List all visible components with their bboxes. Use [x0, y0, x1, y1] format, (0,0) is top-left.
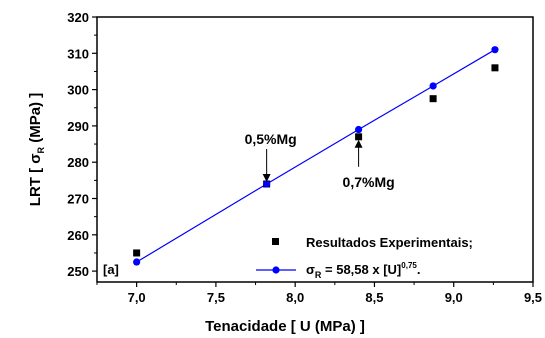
y-tick-label: 250 [67, 264, 89, 279]
fit-subscript: R [315, 270, 322, 280]
x-tick-label: 9,5 [524, 290, 542, 305]
x-tick-label: 7,0 [128, 290, 146, 305]
y-tick-label: 300 [67, 83, 89, 98]
fit-point [355, 125, 363, 134]
y-label-prefix: LRT [ [27, 164, 44, 207]
ticks-layer: 7,0 7,5 8,0 8,5 9,0 9,5 250 260 270 280 290 300 310 3… [67, 10, 542, 305]
annotation-label: 0,7%Mg [343, 174, 395, 190]
annotation-label: 0,5%Mg [245, 131, 297, 147]
x-axis-label: Tenacidade [ U (MPa) ] [205, 318, 365, 335]
experimental-point [133, 249, 141, 257]
fit-point [429, 82, 437, 90]
y-label-subscript: R [36, 146, 46, 153]
fit-point [133, 258, 141, 266]
legend: Resultados Experimentais; σR = 58,58 x [… [256, 235, 473, 280]
x-tick-label: 8,5 [365, 290, 383, 305]
fit-point [263, 180, 271, 188]
y-tick-label: 310 [67, 46, 89, 61]
panel-label: [a] [103, 262, 119, 277]
y-axis-label: LRT [ σR (MPa) ] [27, 93, 46, 206]
legend-label-fit: σR = 58,58 x [U]0,75. [306, 261, 420, 280]
y-tick-label: 320 [67, 10, 89, 25]
fit-point [491, 46, 499, 54]
y-tick-label: 260 [67, 228, 89, 243]
x-tick-label: 9,0 [445, 290, 463, 305]
y-tick-label: 290 [67, 119, 89, 134]
experimental-point [355, 133, 363, 141]
fit-end: . [417, 262, 421, 277]
x-tick-label: 7,5 [207, 290, 225, 305]
fit-equation: = 58,58 x [U] [321, 262, 401, 277]
legend-marker-fit [272, 266, 280, 274]
experimental-point [429, 95, 437, 103]
y-tick-label: 280 [67, 155, 89, 170]
series-layer [133, 46, 499, 266]
fit-symbol: σ [306, 262, 315, 277]
y-tick-label: 270 [67, 192, 89, 207]
legend-label-experimental: Resultados Experimentais; [306, 235, 473, 250]
annotations: 0,5%Mg 0,7%Mg [245, 131, 395, 190]
plot-frame [96, 16, 534, 283]
x-tick-label: 8,0 [286, 290, 304, 305]
fit-line [136, 49, 496, 263]
experimental-point [491, 64, 499, 72]
y-label-symbol: σ [27, 153, 44, 163]
y-label-suffix: (MPa) ] [27, 93, 44, 147]
fit-exponent: 0,75 [401, 261, 417, 270]
legend-marker-experimental [272, 238, 279, 245]
